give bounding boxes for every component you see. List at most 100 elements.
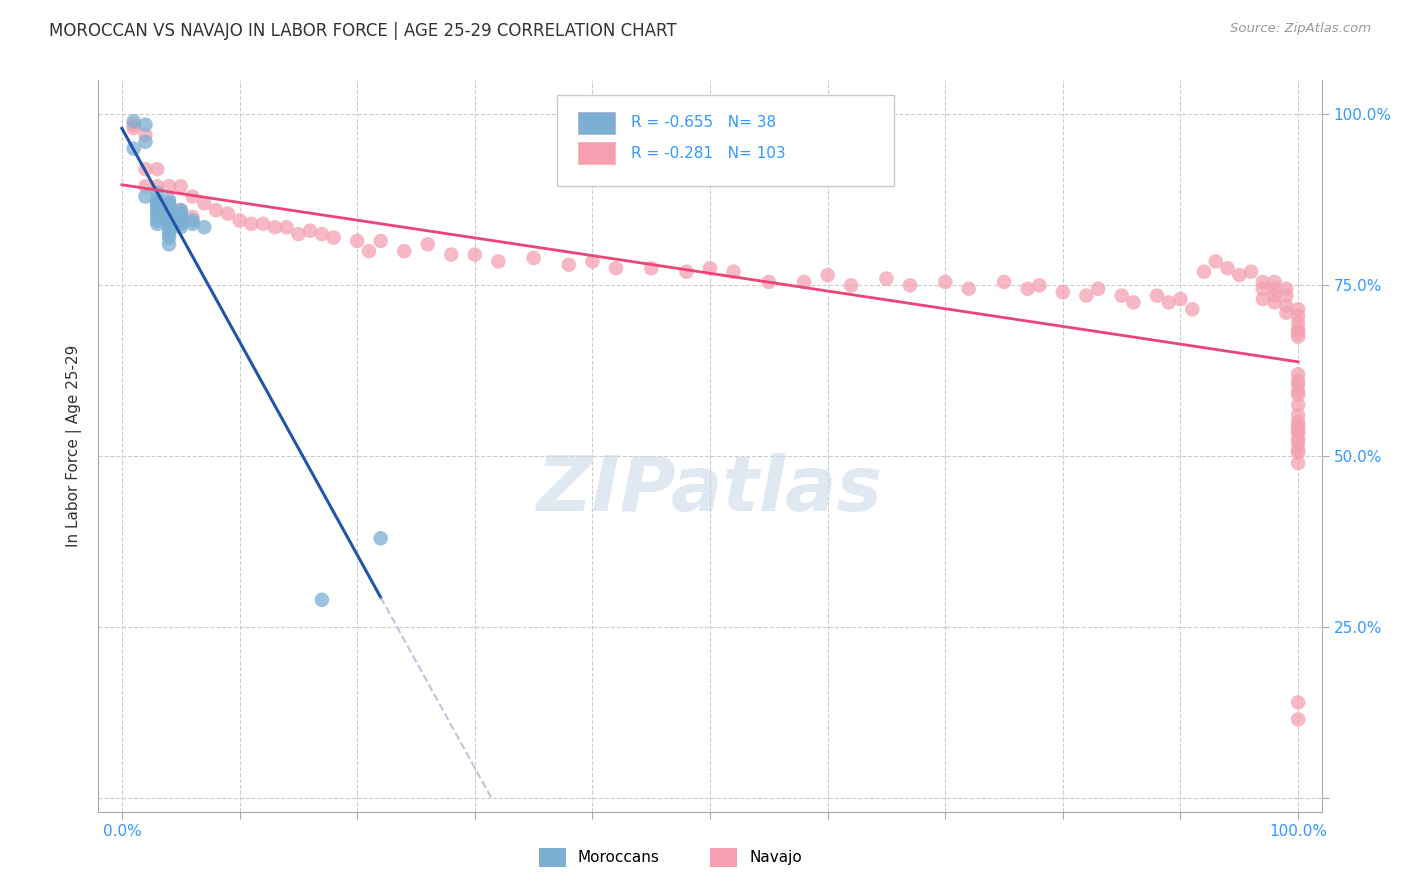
Point — [1275, 299, 1298, 313]
Point — [157, 237, 180, 252]
Point — [170, 206, 193, 220]
Point — [1017, 282, 1039, 296]
Point — [170, 213, 193, 227]
Text: Moroccans: Moroccans — [578, 850, 659, 865]
Point — [181, 217, 204, 231]
Point — [1286, 432, 1309, 446]
Point — [157, 206, 180, 220]
Point — [523, 251, 546, 265]
Point — [276, 220, 298, 235]
Point — [1122, 295, 1144, 310]
Point — [758, 275, 780, 289]
Point — [1264, 295, 1286, 310]
Point — [157, 210, 180, 224]
Point — [1251, 292, 1274, 306]
Point — [205, 203, 228, 218]
Point — [1286, 713, 1309, 727]
Point — [1052, 285, 1074, 300]
Point — [1286, 326, 1309, 341]
Text: R = -0.281   N= 103: R = -0.281 N= 103 — [630, 146, 785, 161]
Text: R = -0.655   N= 38: R = -0.655 N= 38 — [630, 115, 776, 130]
Point — [440, 247, 463, 261]
Point — [1286, 435, 1309, 450]
Point — [1264, 275, 1286, 289]
Point — [993, 275, 1015, 289]
Point — [157, 196, 180, 211]
Point — [1286, 323, 1309, 337]
Point — [134, 118, 156, 132]
Point — [1181, 302, 1204, 317]
Point — [322, 230, 344, 244]
Point — [1286, 695, 1309, 709]
Bar — [578, 143, 614, 164]
Point — [146, 196, 169, 211]
Point — [1286, 302, 1309, 317]
Point — [357, 244, 380, 259]
Point — [1286, 368, 1309, 382]
Point — [170, 220, 193, 235]
Point — [157, 230, 180, 244]
Y-axis label: In Labor Force | Age 25-29: In Labor Force | Age 25-29 — [66, 345, 83, 547]
Point — [146, 162, 169, 177]
Point — [1087, 282, 1109, 296]
Point — [875, 271, 897, 285]
Point — [146, 193, 169, 207]
Point — [134, 128, 156, 142]
Point — [240, 217, 263, 231]
Point — [817, 268, 839, 282]
Point — [299, 224, 322, 238]
Point — [157, 203, 180, 218]
Point — [170, 179, 193, 194]
Text: Navajo: Navajo — [749, 850, 801, 865]
Point — [170, 217, 193, 231]
Point — [146, 186, 169, 200]
Point — [170, 210, 193, 224]
Point — [217, 206, 239, 220]
Point — [1286, 446, 1309, 460]
FancyBboxPatch shape — [557, 95, 894, 186]
Point — [934, 275, 956, 289]
Point — [1264, 282, 1286, 296]
Point — [1286, 309, 1309, 323]
Point — [1286, 415, 1309, 429]
Point — [723, 265, 745, 279]
Point — [486, 254, 509, 268]
Point — [1275, 288, 1298, 302]
Point — [1157, 295, 1180, 310]
Point — [1192, 265, 1215, 279]
Point — [581, 254, 603, 268]
Point — [311, 592, 333, 607]
Bar — [538, 848, 565, 867]
Point — [122, 118, 145, 132]
Point — [1286, 422, 1309, 436]
Point — [170, 203, 193, 218]
Point — [146, 206, 169, 220]
Point — [370, 531, 392, 545]
Point — [839, 278, 862, 293]
Point — [146, 217, 169, 231]
Point — [181, 189, 204, 203]
Point — [134, 162, 156, 177]
Point — [898, 278, 921, 293]
Point — [1076, 288, 1098, 302]
Point — [1286, 456, 1309, 470]
Text: MOROCCAN VS NAVAJO IN LABOR FORCE | AGE 25-29 CORRELATION CHART: MOROCCAN VS NAVAJO IN LABOR FORCE | AGE … — [49, 22, 676, 40]
Point — [157, 200, 180, 214]
Point — [558, 258, 581, 272]
Point — [122, 121, 145, 136]
Point — [1286, 418, 1309, 433]
Point — [146, 203, 169, 218]
Bar — [710, 848, 737, 867]
Text: Source: ZipAtlas.com: Source: ZipAtlas.com — [1230, 22, 1371, 36]
Point — [157, 213, 180, 227]
Point — [1286, 384, 1309, 399]
Point — [1251, 282, 1274, 296]
Point — [146, 196, 169, 211]
Point — [181, 213, 204, 227]
Point — [675, 265, 697, 279]
Point — [1111, 288, 1133, 302]
Point — [1216, 261, 1239, 276]
Point — [228, 213, 250, 227]
Point — [263, 220, 285, 235]
Point — [157, 217, 180, 231]
